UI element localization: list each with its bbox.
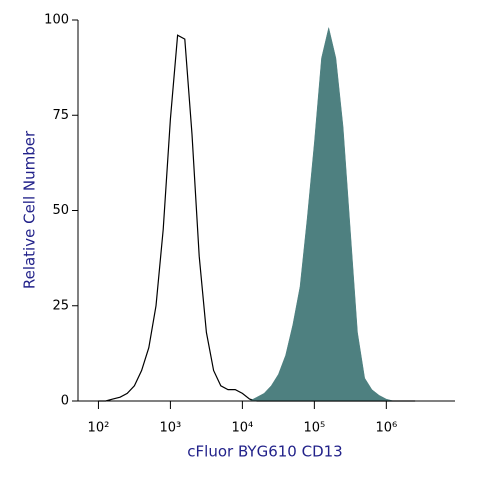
histogram-area: [98, 27, 416, 402]
x-tick-label: 10³: [160, 421, 182, 436]
x-tick-label: 10²: [88, 421, 110, 436]
y-tick-label: 100: [44, 13, 69, 28]
y-tick-label: 0: [61, 394, 69, 409]
x-tick-label: 10⁵: [303, 421, 325, 436]
histogram-line: [98, 34, 416, 402]
y-tick-label: 25: [52, 298, 69, 313]
x-tick-label: 10⁶: [375, 421, 397, 436]
y-tick-label: 50: [52, 203, 69, 218]
x-axis-label: cFluor BYG610 CD13: [187, 443, 342, 461]
y-axis-label: Relative Cell Number: [21, 130, 39, 289]
y-tick-label: 75: [52, 108, 69, 123]
x-tick-label: 10⁴: [231, 421, 253, 436]
